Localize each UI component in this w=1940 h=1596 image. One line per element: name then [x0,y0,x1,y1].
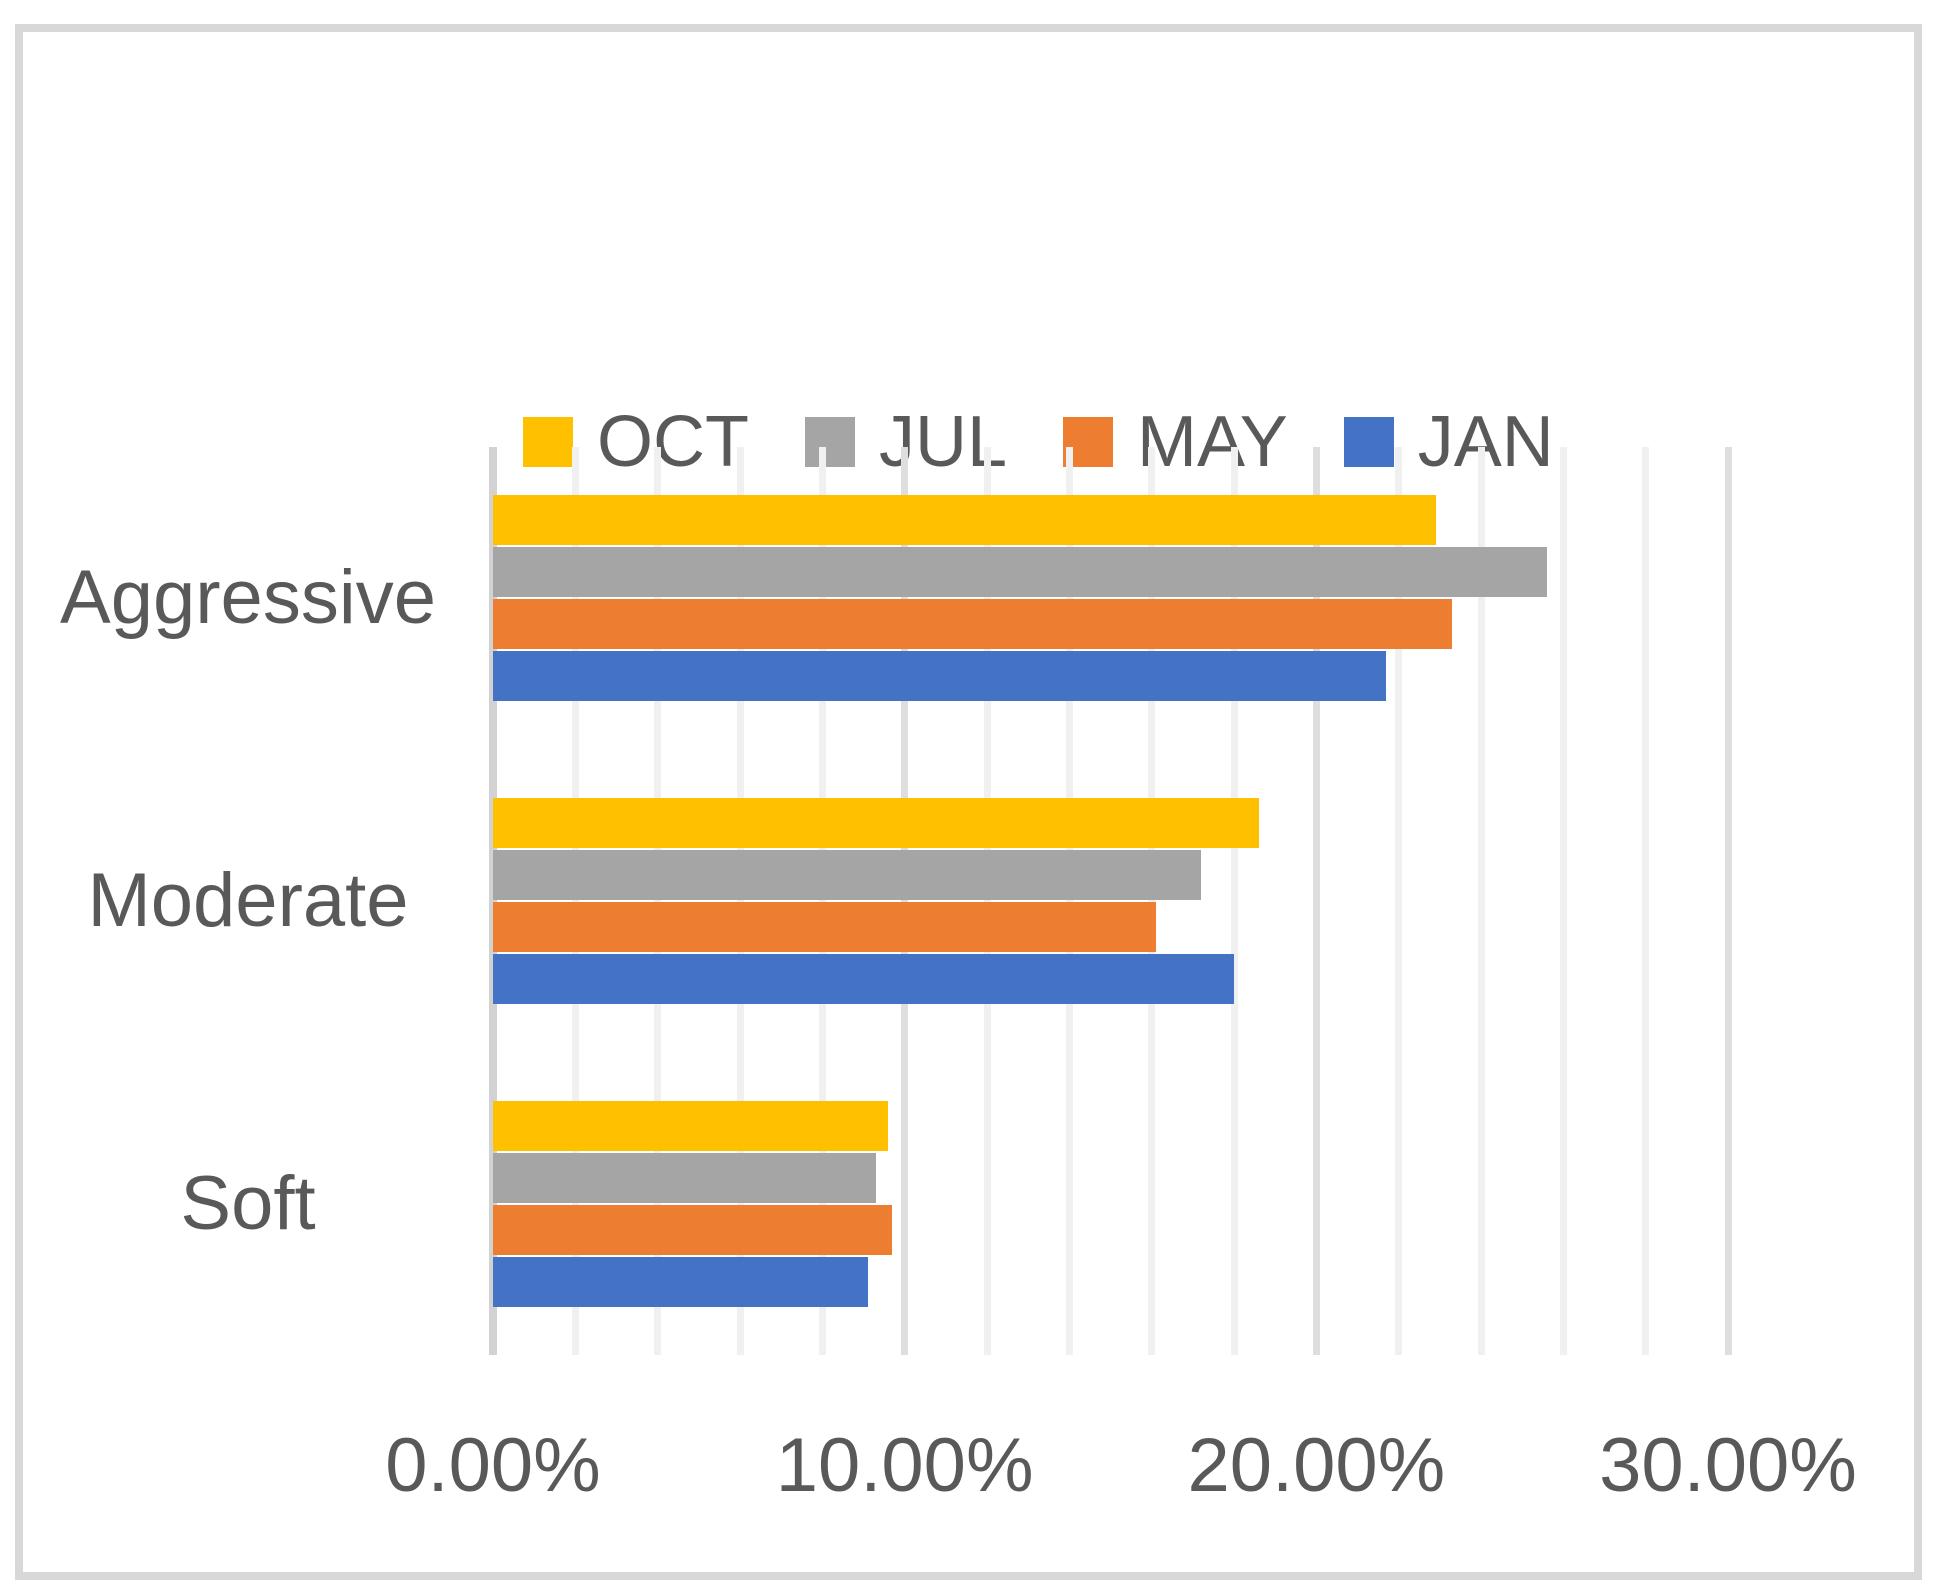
bar-aggressive-jul [493,547,1547,598]
minor-gridline [1477,447,1485,1355]
bar-soft-jan [493,1256,868,1307]
category-label-soft: Soft [180,1160,316,1246]
minor-gridline [736,447,744,1355]
x-tick-label-30.00%: 30.00% [1599,1423,1857,1508]
bar-soft-oct [493,1100,889,1151]
bar-moderate-may [493,902,1156,952]
minor-gridline [654,447,662,1355]
legend-item-oct: OCT [523,406,749,478]
chart-border-frame: OCT JUL MAY JAN Aggressive Moderate Soft 0.00… [15,24,1922,1580]
minor-gridline [1395,447,1403,1355]
x-tick-label-20.00%: 20.00% [1187,1423,1446,1508]
legend-label-oct: OCT [597,402,749,482]
legend-swatch-jul [804,417,855,467]
legend-swatch-jan [1343,417,1394,467]
x-tick-label-0.00%: 0.00% [385,1423,601,1508]
bar-aggressive-may [493,599,1453,650]
minor-gridline [983,447,991,1355]
minor-gridline [1148,447,1156,1355]
chart-legend: OCT JUL MAY JAN [523,406,1554,478]
bar-soft-may [493,1204,893,1255]
major-gridline [901,447,909,1355]
bar-soft-jul [493,1152,876,1203]
bar-moderate-jul [493,850,1202,900]
legend-swatch-oct [523,417,573,467]
major-gridline [1312,447,1320,1355]
legend-item-jan: JAN [1343,402,1554,482]
bar-aggressive-oct [493,495,1436,546]
x-tick-label-10.00%: 10.00% [775,1423,1034,1508]
minor-gridline [818,447,826,1355]
category-label-moderate: Moderate [87,858,409,943]
value-axis-line [489,447,497,1355]
legend-label-may: MAY [1137,402,1288,482]
bar-aggressive-jan [493,651,1387,702]
minor-gridline [1642,447,1650,1355]
legend-label-jan: JAN [1417,402,1554,482]
category-label-aggressive: Aggressive [60,555,436,641]
minor-gridline [571,447,579,1355]
bar-moderate-oct [493,798,1259,848]
major-gridline [1724,447,1732,1355]
minor-gridline [1559,447,1567,1355]
plot-area [489,447,1732,1355]
bar-moderate-jan [493,954,1234,1004]
minor-gridline [1065,447,1073,1355]
minor-gridline [1230,447,1238,1355]
